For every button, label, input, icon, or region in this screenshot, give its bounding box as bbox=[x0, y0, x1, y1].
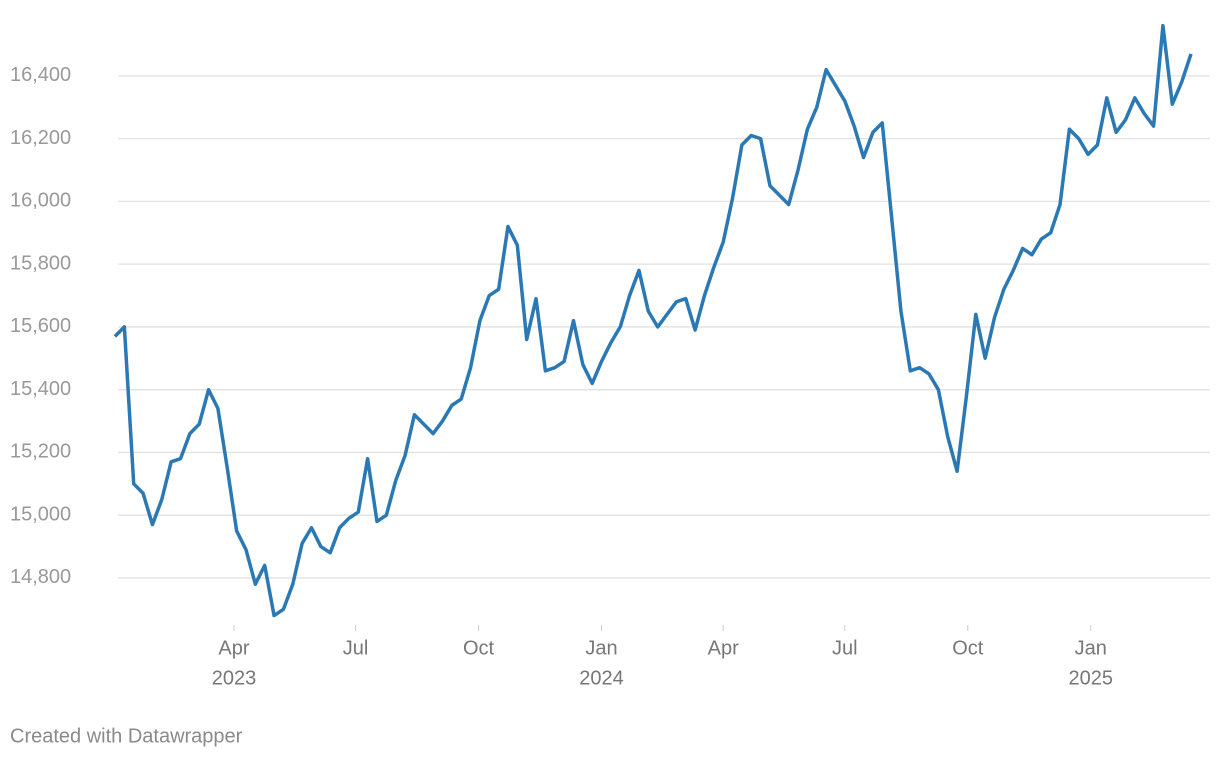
y-tick-label: 15,200 bbox=[10, 441, 71, 463]
x-tick-label: Oct bbox=[952, 637, 984, 659]
x-tick-label: Jan bbox=[1075, 637, 1107, 659]
x-tick-year: 2023 bbox=[212, 667, 257, 689]
footer: Created with Datawrapper bbox=[10, 725, 243, 747]
y-tick-label: 15,400 bbox=[10, 378, 71, 400]
x-tick-year: 2024 bbox=[579, 667, 624, 689]
line-series bbox=[113, 23, 1193, 618]
y-tick-label: 16,200 bbox=[10, 127, 71, 149]
y-tick-label: 15,800 bbox=[10, 252, 71, 274]
x-tick-year: 2025 bbox=[1069, 667, 1114, 689]
x-tick-label: Oct bbox=[463, 637, 495, 659]
x-tick-label: Apr bbox=[218, 637, 249, 659]
x-tick-label: Apr bbox=[708, 637, 739, 659]
x-tick-label: Jul bbox=[343, 637, 369, 659]
y-tick-label: 15,600 bbox=[10, 315, 71, 337]
x-tick-label: Jan bbox=[585, 637, 617, 659]
y-tick-label: 16,400 bbox=[10, 64, 71, 86]
x-tick-label: Jul bbox=[832, 637, 858, 659]
y-tick-label: 14,800 bbox=[10, 566, 71, 588]
y-tick-label: 16,000 bbox=[10, 190, 71, 212]
y-tick-label: 15,000 bbox=[10, 503, 71, 525]
